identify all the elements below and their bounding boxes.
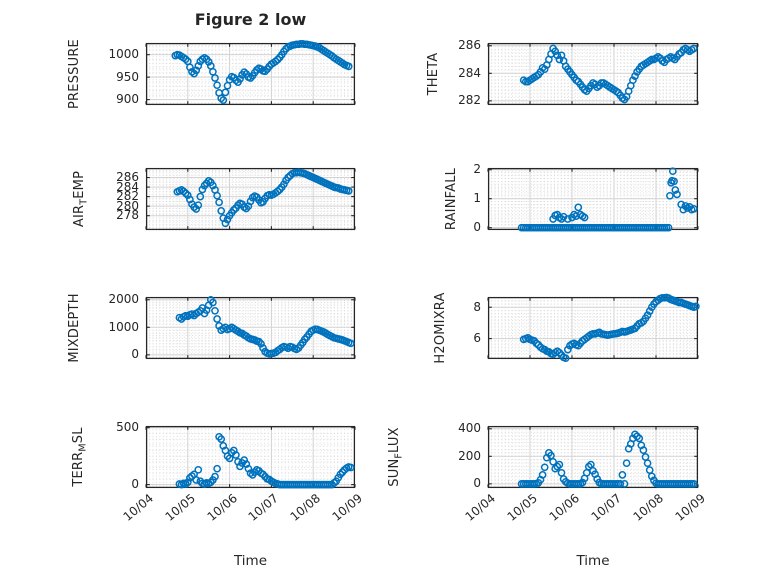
y-tick-label-pressure: 1000 <box>108 47 139 62</box>
tick-marks <box>145 426 356 488</box>
y-tick-label-air-temp: 282 <box>116 189 139 204</box>
axes-box <box>487 42 699 106</box>
plot-pressure <box>145 40 356 106</box>
y-axis-label-h2omixra: H2OMIXRA <box>433 292 448 364</box>
axes-box <box>145 296 356 360</box>
tick-marks <box>145 43 356 105</box>
data-markers-pressure <box>171 40 353 104</box>
y-axis-label-sun-flux: SUNFLUX <box>387 427 405 487</box>
y-tick-label-h2omixra: 6 <box>473 331 481 346</box>
data-markers-air-temp <box>173 168 353 228</box>
y-tick-label-air-temp: 286 <box>116 170 139 185</box>
axes-box <box>487 425 699 489</box>
data-markers-terr-msl <box>175 432 355 489</box>
major-grid <box>488 43 698 105</box>
y-tick-label-sun-flux: 0 <box>473 476 481 491</box>
minor-grid <box>146 426 355 488</box>
y-tick-label-terr-msl: 0 <box>131 477 139 492</box>
x-axis-label-right: Time <box>576 553 610 569</box>
data-markers-mixdepth <box>175 295 355 358</box>
y-axis-label-theta: THETA <box>426 52 441 96</box>
y-tick-label-mixdepth: 2000 <box>108 292 139 307</box>
plot-h2omixra <box>487 293 700 363</box>
plot-rainfall <box>487 167 699 232</box>
plot-terr-msl <box>145 425 356 489</box>
y-tick-label-terr-msl: 500 <box>116 420 139 435</box>
axes-box <box>487 296 699 360</box>
y-tick-label-theta: 284 <box>458 65 481 80</box>
tick-marks <box>145 297 356 359</box>
y-tick-label-air-temp: 280 <box>116 198 139 213</box>
y-tick-label-mixdepth: 0 <box>131 347 139 362</box>
plot-mixdepth <box>145 295 356 360</box>
y-tick-label-h2omixra: 8 <box>473 299 481 314</box>
y-tick-label-mixdepth: 1000 <box>108 319 139 334</box>
minor-grid <box>488 426 698 488</box>
y-tick-label-sun-flux: 400 <box>458 421 481 436</box>
plot-sun-flux <box>487 425 699 489</box>
data-markers-h2omixra <box>519 293 700 363</box>
y-tick-label-pressure: 950 <box>116 69 139 84</box>
major-grid <box>488 168 698 230</box>
axes-box <box>145 167 356 231</box>
minor-grid <box>488 297 698 359</box>
y-tick-label-theta: 286 <box>458 38 481 53</box>
y-tick-label-rainfall: 1 <box>473 191 481 206</box>
figure-title: Figure 2 low <box>194 10 307 29</box>
y-tick-label-pressure: 900 <box>116 92 139 107</box>
x-axis-label-left: Time <box>233 553 268 569</box>
data-markers-rainfall <box>517 167 698 232</box>
axes-box <box>145 425 356 489</box>
axes-box <box>145 42 356 106</box>
major-grid <box>488 297 698 359</box>
y-tick-label-rainfall: 0 <box>473 220 481 235</box>
y-tick-label-air-temp: 278 <box>116 208 139 223</box>
tick-marks <box>487 168 699 230</box>
y-tick-label-air-temp: 284 <box>116 179 139 194</box>
data-markers-theta <box>519 44 698 104</box>
tick-marks <box>145 168 356 230</box>
y-tick-label-theta: 282 <box>458 93 481 108</box>
plot-air-temp <box>145 167 356 231</box>
y-tick-label-sun-flux: 200 <box>458 448 481 463</box>
minor-grid <box>488 43 698 105</box>
data-markers-sun-flux <box>517 430 698 488</box>
major-grid <box>146 426 355 488</box>
y-tick-label-rainfall: 2 <box>473 162 481 177</box>
y-axis-label-terr-msl: TERRMSL <box>71 427 89 487</box>
tick-marks <box>487 43 699 105</box>
plot-theta <box>487 42 699 106</box>
